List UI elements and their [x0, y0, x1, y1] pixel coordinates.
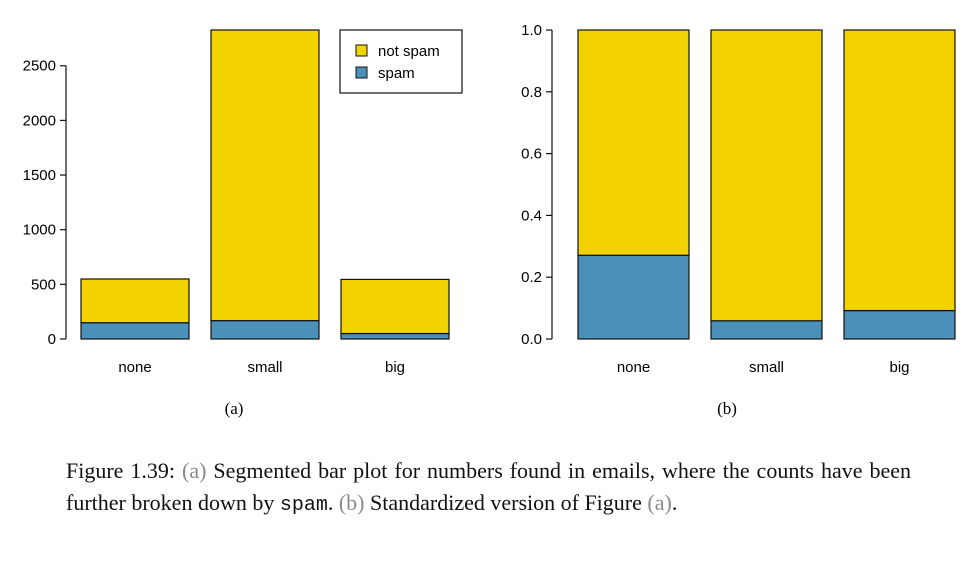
caption-ref-a2[interactable]: (a)	[647, 490, 672, 515]
bar-none-spam	[577, 254, 690, 340]
chart-a: none small big 0 500 1000 1500 2000 2500 (a) not s…	[23, 29, 463, 418]
x-tick-label-none: none	[118, 359, 151, 376]
bar-small-not-spam	[210, 29, 320, 322]
y-tick-label: 0.0	[521, 331, 542, 348]
legend-label-spam: spam	[378, 65, 415, 82]
y-tick-label: 1.0	[521, 22, 542, 39]
y-tick-label: 0.8	[521, 84, 542, 101]
bar-none-not-spam	[577, 29, 690, 256]
legend: not spam spam	[339, 29, 463, 94]
bar-big-not-spam	[843, 29, 956, 312]
caption-text-4: .	[671, 490, 678, 515]
bar-big-spam	[843, 309, 956, 340]
legend-swatch-not-spam	[355, 44, 368, 57]
y-tick-label: 0	[48, 331, 56, 348]
x-tick-label-small: small	[749, 359, 784, 376]
y-tick-label: 1500	[23, 167, 56, 184]
y-tick-label: 0.4	[521, 207, 542, 224]
caption-text-1: Segmented bar plot for numbers found in …	[66, 458, 911, 515]
bar-big-not-spam	[340, 278, 450, 335]
bar-none-not-spam	[80, 278, 190, 324]
x-tick-label-small: small	[247, 359, 282, 376]
caption-code: spam	[279, 494, 328, 517]
x-tick-label-big: big	[385, 359, 405, 376]
caption-text-3: Standardized version of Figure	[370, 490, 642, 515]
legend-swatch-spam	[355, 66, 368, 79]
figure-caption: Figure 1.39: (a) Segmented bar plot for …	[66, 455, 911, 522]
chart-b: none small big 0.0 0.2 0.4 0.6 0.8 1.0 (b)	[521, 22, 956, 418]
bar-small-not-spam	[710, 29, 823, 322]
x-tick-label-none: none	[617, 359, 650, 376]
bar-none-spam	[80, 322, 190, 340]
bar-big-spam	[340, 332, 450, 340]
bar-small-spam	[710, 320, 823, 340]
y-tick-label: 2000	[23, 112, 56, 129]
bar-small-spam	[210, 320, 320, 340]
x-tick-label-big: big	[889, 359, 909, 376]
caption-text-2: .	[327, 490, 334, 515]
caption-ref-b[interactable]: (b)	[338, 490, 365, 515]
y-tick-label: 0.2	[521, 269, 542, 286]
panel-label: (a)	[225, 399, 244, 418]
y-tick-label: 500	[31, 276, 56, 293]
caption-ref-a[interactable]: (a)	[182, 458, 207, 483]
legend-box	[339, 29, 463, 94]
y-tick-label: 2500	[23, 58, 56, 75]
y-tick-label: 1000	[23, 222, 56, 239]
y-tick-label: 0.6	[521, 146, 542, 163]
legend-label-not-spam: not spam	[378, 43, 440, 60]
panel-label: (b)	[717, 399, 737, 418]
caption-label: Figure 1.39:	[66, 458, 176, 483]
